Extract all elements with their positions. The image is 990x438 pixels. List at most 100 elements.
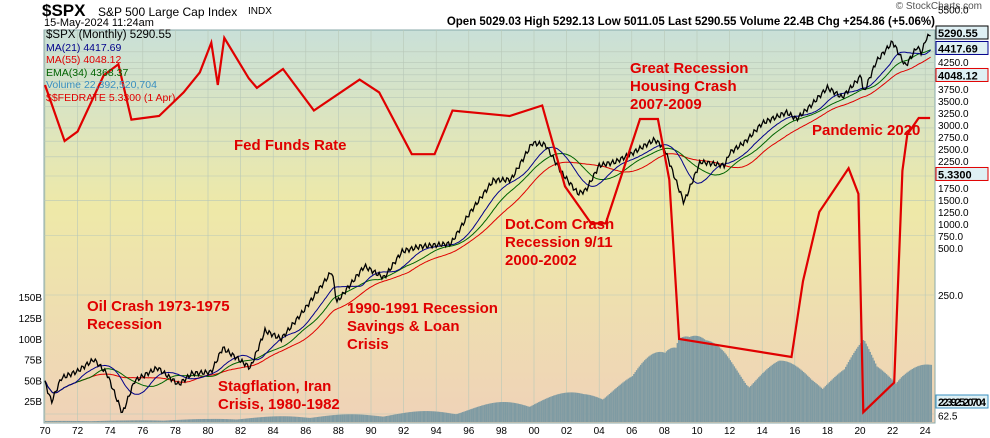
volume-bar (641, 363, 643, 422)
volume-bar (888, 376, 890, 422)
volume-bar (547, 397, 549, 422)
volume-bar (123, 420, 126, 422)
volume-bar (390, 415, 392, 422)
volume-bar (387, 415, 389, 422)
volume-bar (209, 418, 211, 422)
volume-bar (872, 357, 874, 422)
volume-bar (179, 419, 181, 422)
volume-bar (383, 416, 385, 422)
volume-bar (353, 414, 355, 422)
symbol: $SPX (42, 1, 86, 20)
spx-price-label-box (935, 25, 989, 40)
volume-bar (152, 420, 154, 422)
volume-bar (782, 360, 784, 422)
volume-bar (228, 419, 230, 422)
volume-bar (809, 378, 812, 422)
volume-bar (660, 351, 662, 422)
volume-bar (384, 416, 386, 422)
y-tick-label: 3000.0 (938, 121, 969, 132)
volume-bar (815, 383, 817, 422)
volume-bar (478, 406, 480, 422)
volume-bar (213, 418, 215, 422)
volume-bar (675, 347, 677, 422)
volume-bar (138, 420, 141, 422)
volume-bar (462, 412, 464, 422)
volume-bar (414, 411, 416, 422)
volume-bar (898, 380, 900, 422)
volume-bar (70, 420, 73, 422)
x-tick-label: 20 (854, 426, 866, 437)
volume-bar (102, 420, 104, 422)
annotation-line: 2000-2002 (505, 252, 577, 269)
volume-bar (289, 416, 291, 422)
volume-bar (802, 371, 805, 422)
volume-bar (899, 378, 901, 422)
volume-bar (99, 420, 101, 422)
volume-bar (567, 392, 570, 422)
volume-bar (610, 392, 612, 422)
volume-bar (667, 350, 669, 422)
volume-bar (600, 398, 602, 422)
volume-bar (217, 418, 219, 422)
volume-bar (684, 336, 687, 422)
volume-bar (652, 353, 654, 422)
volume-bar (887, 375, 889, 422)
volume-bar (691, 336, 693, 422)
annotation-stagflation: Stagflation, Iran Crisis, 1980-1982 (218, 378, 340, 414)
volume-bar (255, 417, 257, 422)
volume-bar (491, 402, 494, 422)
volume-bar (235, 419, 237, 422)
x-tick-label: 76 (137, 426, 149, 437)
volume-bar (343, 414, 346, 422)
legend-ema34: EMA(34) 4368.37 (46, 66, 129, 79)
volume-bar (312, 417, 314, 422)
volume-bar (426, 411, 429, 422)
volume-bar (144, 420, 146, 422)
y-tick-label: 4250.0 (938, 58, 969, 69)
volume-bar (97, 420, 100, 422)
volume-bar (713, 343, 715, 422)
volume-bar (493, 402, 495, 422)
volume-bar (639, 364, 642, 422)
volume-bar (87, 421, 89, 422)
volume-bar (299, 417, 301, 422)
volume-bar (840, 371, 843, 422)
volume-bar (649, 355, 651, 422)
volume-bar (854, 350, 856, 422)
volume-bar (808, 377, 810, 422)
volume-bar (562, 393, 564, 422)
volume-bar (853, 352, 855, 422)
volume-bar (623, 381, 626, 422)
volume-bar (672, 347, 674, 422)
volume-bar (726, 356, 729, 422)
volume-bar (453, 413, 456, 422)
volume-bar (819, 386, 821, 422)
volume-bar (892, 380, 894, 422)
volume-bar (577, 392, 579, 422)
volume-bar (471, 408, 473, 422)
volume-bar (372, 415, 374, 422)
volume-bar (596, 397, 598, 422)
volume-bar (692, 335, 695, 422)
volume-bar (717, 346, 719, 422)
volume-bar (781, 360, 783, 422)
volume-bar (546, 398, 548, 422)
volume-bar (475, 407, 477, 422)
volume-bar (377, 416, 380, 422)
volume-bar (193, 419, 195, 422)
volume-bar (821, 388, 824, 422)
volume-bar (789, 362, 791, 422)
volume-bar (860, 343, 862, 422)
volume-bar (399, 413, 401, 422)
volume-bar (778, 360, 780, 422)
volume-bar (347, 414, 350, 422)
volume-bar (190, 419, 192, 422)
volume-bar (243, 418, 245, 422)
volume-bar (145, 420, 147, 422)
volume-bar (771, 364, 774, 422)
volume-bar (288, 416, 290, 422)
volume-bar (281, 416, 283, 422)
volume-bar (85, 421, 88, 422)
annotation-dotcom: Dot.Com Crash Recession 9/11 2000-2002 (505, 216, 614, 270)
volume-bar (49, 420, 51, 422)
